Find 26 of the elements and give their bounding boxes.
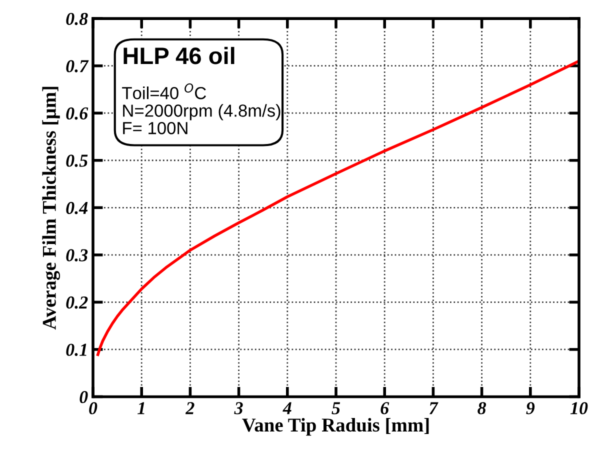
x-tick-label: 0 bbox=[89, 402, 98, 414]
y-tick-label: 0.1 bbox=[66, 344, 86, 356]
x-tick-label: 2 bbox=[185, 402, 194, 414]
x-tick-label: 3 bbox=[234, 402, 243, 414]
x-tick-label: 10 bbox=[570, 402, 588, 414]
x-tick-label: 8 bbox=[478, 402, 486, 414]
y-tick-label: 0.3 bbox=[66, 249, 88, 262]
x-axis-title: Vane Tip Raduis [mm] bbox=[242, 418, 429, 436]
x-tick-label: 7 bbox=[429, 402, 438, 414]
y-axis-title: Average Film Thickness [µm] bbox=[42, 86, 60, 330]
annotation: HLP 46 oil bbox=[124, 46, 234, 64]
y-tick-label: 0.8 bbox=[66, 12, 88, 26]
y-tick-label: 0.4 bbox=[66, 202, 88, 214]
annotation: Toil=40 $^{O}$C bbox=[122, 83, 206, 100]
y-tick-label: 0.7 bbox=[66, 60, 89, 72]
annotation: N=2000rpm (4.8m/s) bbox=[123, 104, 280, 120]
y-tick-label: 0 bbox=[80, 390, 88, 404]
x-tick-label: 1 bbox=[138, 402, 144, 414]
y-tick-label: 0.5 bbox=[66, 154, 88, 167]
annotation: F= 100N bbox=[123, 122, 188, 134]
x-tick-label: 4 bbox=[282, 402, 292, 414]
x-tick-label: 9 bbox=[526, 402, 535, 414]
y-tick-label: 0.2 bbox=[66, 296, 88, 309]
x-tick-label: 6 bbox=[380, 402, 390, 414]
x-tick-label: 5 bbox=[332, 402, 340, 414]
y-tick-label: 0.6 bbox=[66, 107, 88, 120]
